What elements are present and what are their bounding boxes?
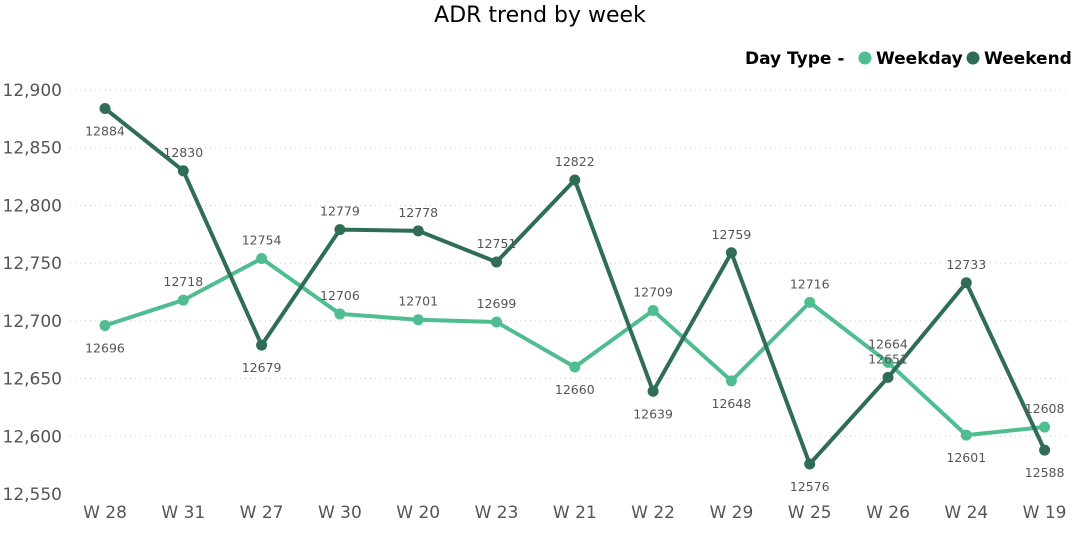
series-weekend	[99, 102, 1051, 470]
data-point-weekday	[960, 429, 972, 441]
data-label-weekend: 12779	[320, 204, 360, 219]
data-point-weekday	[882, 356, 894, 368]
data-point-weekday	[1039, 421, 1051, 433]
x-tick-label: W 26	[866, 503, 910, 523]
data-label-weekday: 12709	[633, 284, 673, 299]
data-point-weekday	[256, 253, 268, 265]
data-point-weekday	[569, 361, 581, 373]
data-label-weekend: 12884	[85, 123, 125, 138]
data-label-weekday: 12699	[477, 296, 517, 311]
data-point-weekday	[177, 294, 189, 306]
data-point-weekend	[960, 277, 972, 289]
data-label-weekend: 12733	[946, 257, 986, 272]
gridlines	[70, 89, 1070, 437]
x-tick-label: W 29	[709, 503, 753, 523]
data-point-weekday	[491, 316, 502, 328]
legend-marker-weekday	[858, 51, 872, 65]
y-tick-label: 12,800	[3, 196, 62, 216]
data-labels: 12696 12718 12754 12706 12701 12699 12660 12709…	[85, 123, 1064, 494]
y-tick-label: 12,850	[3, 139, 62, 159]
data-point-weekend	[647, 385, 659, 397]
data-label-weekday: 12608	[1025, 401, 1065, 416]
data-label-weekday: 12696	[85, 340, 125, 355]
x-tick-label: W 21	[553, 503, 597, 523]
y-tick-label: 12,650	[3, 370, 62, 390]
x-tick-label: W 27	[240, 503, 284, 523]
series-weekday	[99, 253, 1051, 441]
data-label-weekday: 12701	[398, 294, 438, 309]
data-label-weekday: 12648	[712, 396, 752, 411]
data-point-weekend	[99, 102, 111, 114]
data-point-weekend	[1039, 444, 1051, 456]
data-point-weekend	[725, 247, 737, 259]
data-label-weekend: 12751	[477, 236, 517, 251]
x-tick-label: W 19	[1023, 503, 1067, 523]
y-axis-ticks: 12,550 12,600 12,650 12,700 12,750 12,800 12,8…	[3, 81, 62, 505]
data-label-weekend: 12759	[712, 227, 752, 242]
data-point-weekday	[647, 304, 659, 316]
data-point-weekend	[177, 165, 189, 177]
x-tick-label: W 23	[475, 503, 519, 523]
chart-title: ADR trend by week	[434, 3, 646, 28]
data-label-weekday: 12754	[242, 233, 282, 248]
x-tick-label: W 30	[318, 503, 362, 523]
legend-marker-weekend	[966, 51, 980, 65]
data-label-weekday: 12706	[320, 288, 360, 303]
legend: Day Type - Weekday Weekend	[745, 49, 1072, 69]
data-label-weekday: 12601	[946, 450, 986, 465]
data-label-weekday: 12660	[555, 382, 595, 397]
legend-label-weekday: Weekday	[876, 49, 963, 69]
y-tick-label: 12,600	[3, 427, 62, 447]
data-point-weekend	[804, 458, 816, 470]
series-layer	[99, 102, 1051, 470]
data-point-weekend	[412, 225, 424, 237]
data-point-weekend	[882, 371, 894, 383]
data-point-weekend	[256, 339, 268, 351]
data-point-weekend	[491, 256, 502, 268]
data-point-weekend	[334, 224, 346, 236]
data-point-weekday	[334, 308, 346, 320]
y-tick-label: 12,750	[3, 254, 62, 274]
data-label-weekend: 12576	[790, 479, 830, 494]
data-label-weekend: 12822	[555, 154, 595, 169]
data-point-weekday	[804, 296, 816, 308]
x-tick-label: W 31	[161, 503, 205, 523]
legend-label-weekend: Weekend	[984, 49, 1072, 69]
data-point-weekday	[412, 314, 424, 326]
data-point-weekday	[725, 375, 737, 387]
y-tick-label: 12,900	[3, 81, 62, 101]
x-tick-label: W 25	[788, 503, 832, 523]
data-label-weekday: 12664	[868, 336, 908, 351]
data-label-weekend: 12778	[398, 205, 438, 220]
data-label-weekend: 12679	[242, 360, 282, 375]
x-tick-label: W 24	[944, 503, 988, 523]
data-label-weekday: 12718	[163, 274, 203, 289]
data-label-weekend: 12651	[868, 351, 908, 366]
x-tick-label: W 28	[83, 503, 127, 523]
legend-title: Day Type -	[745, 49, 844, 69]
data-label-weekend: 12639	[633, 406, 673, 421]
data-label-weekend: 12830	[163, 145, 203, 160]
data-label-weekend: 12588	[1025, 465, 1065, 480]
data-label-weekday: 12716	[790, 276, 830, 291]
data-point-weekend	[569, 174, 581, 186]
y-tick-label: 12,550	[3, 485, 62, 505]
x-tick-label: W 20	[396, 503, 440, 523]
y-tick-label: 12,700	[3, 312, 62, 332]
x-axis-ticks: W 28 W 31 W 27 W 30 W 20 W 23 W 21 W 22 W 29 W 25…	[83, 503, 1066, 523]
x-tick-label: W 22	[631, 503, 675, 523]
data-point-weekday	[99, 319, 111, 331]
